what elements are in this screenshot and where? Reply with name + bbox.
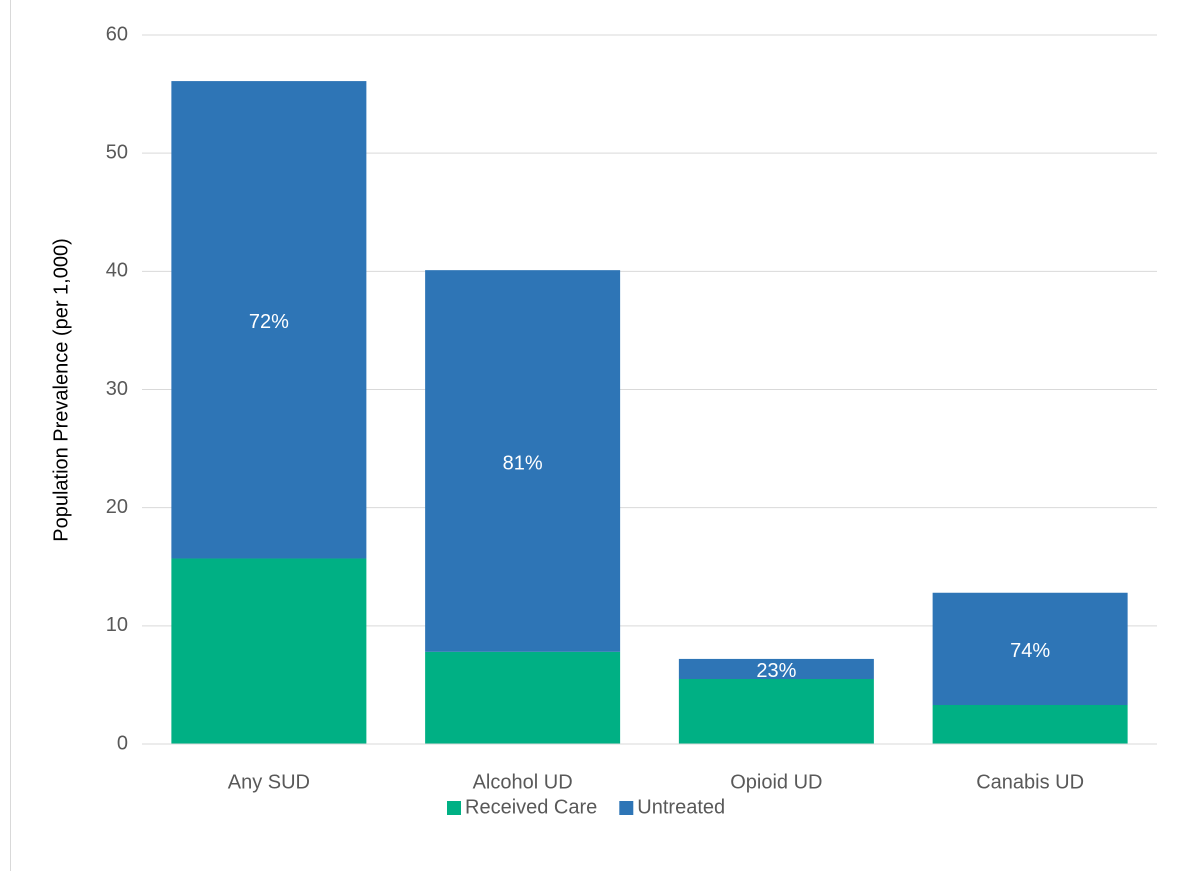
x-tick-label: Any SUD bbox=[228, 771, 310, 793]
bar-segment bbox=[932, 592, 1128, 706]
x-tick-label: Opioid UD bbox=[730, 771, 822, 793]
share-label: 23% bbox=[756, 660, 796, 682]
x-tick-label: Alcohol UD bbox=[473, 771, 573, 793]
legend-swatch bbox=[447, 801, 461, 815]
bar-segment bbox=[678, 679, 874, 744]
y-tick-label: 20 bbox=[106, 496, 128, 518]
share-label: 72% bbox=[249, 311, 289, 333]
y-tick-label: 50 bbox=[106, 141, 128, 163]
bar-segment bbox=[932, 705, 1128, 744]
legend-label: Received Care bbox=[465, 796, 597, 818]
bar-segment bbox=[171, 558, 367, 744]
bar-segment bbox=[425, 651, 621, 744]
legend-swatch bbox=[619, 801, 634, 815]
y-tick-label: 40 bbox=[106, 260, 128, 282]
share-label: 74% bbox=[1010, 640, 1050, 662]
legend-label: Untreated bbox=[637, 796, 725, 818]
y-axis-title: Population Prevalence (per 1,000) bbox=[50, 238, 72, 542]
y-tick-label: 60 bbox=[106, 23, 128, 45]
y-tick-label: 0 bbox=[117, 732, 128, 754]
y-tick-label: 10 bbox=[106, 614, 128, 636]
share-label: 81% bbox=[503, 452, 543, 474]
y-tick-label: 30 bbox=[106, 378, 128, 400]
x-tick-label: Canabis UD bbox=[976, 771, 1084, 793]
bar-segment bbox=[678, 658, 874, 680]
bar-segment bbox=[171, 81, 367, 559]
bar-segment bbox=[425, 270, 621, 652]
